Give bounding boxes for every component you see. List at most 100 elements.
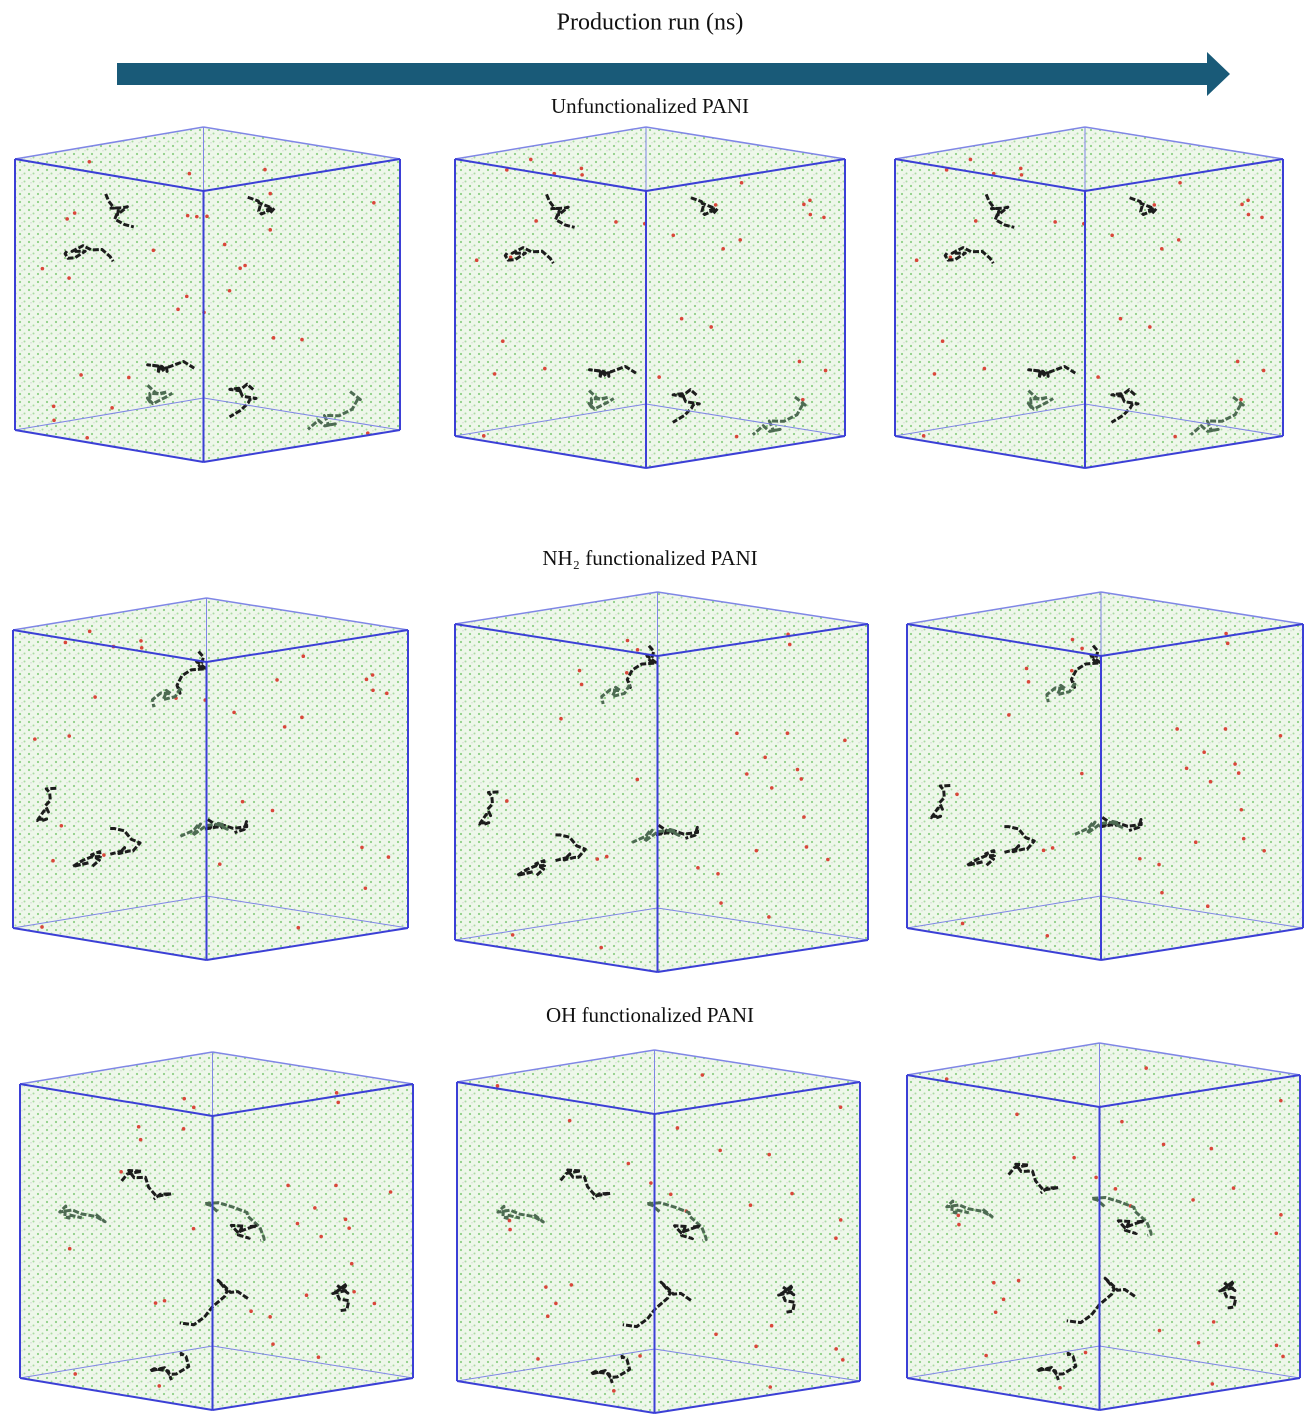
- ion: [1160, 891, 1164, 895]
- ion: [839, 1105, 843, 1109]
- ion: [657, 375, 661, 379]
- ion: [1197, 1341, 1201, 1345]
- ion: [580, 683, 584, 687]
- ion: [176, 308, 180, 312]
- ion: [1162, 1143, 1166, 1147]
- ion: [137, 1125, 141, 1129]
- simulation-box: [455, 127, 845, 468]
- solvent: [895, 127, 1283, 468]
- ion: [626, 639, 630, 643]
- ion: [271, 1342, 275, 1346]
- ion: [696, 866, 700, 870]
- ion: [127, 376, 131, 380]
- ion: [275, 678, 279, 682]
- ion: [272, 336, 276, 340]
- ion: [65, 217, 69, 221]
- ion: [714, 203, 718, 207]
- ion: [52, 404, 56, 408]
- ion: [716, 872, 720, 876]
- ion: [1262, 849, 1266, 853]
- ion: [249, 1309, 253, 1313]
- ion: [1053, 220, 1057, 224]
- ion: [511, 933, 515, 937]
- ion: [767, 1153, 771, 1157]
- ion: [501, 339, 505, 343]
- ion: [387, 855, 391, 859]
- row-label: OH functionalized PANI: [546, 1003, 754, 1027]
- ion: [755, 849, 759, 853]
- ion: [1017, 1279, 1021, 1283]
- ion: [1237, 771, 1241, 775]
- ion: [799, 777, 803, 781]
- ion: [364, 886, 368, 890]
- ion: [1138, 857, 1142, 861]
- ion: [1206, 904, 1210, 908]
- ion: [300, 716, 304, 720]
- ion: [317, 1355, 321, 1359]
- ion: [283, 725, 287, 729]
- ion: [1173, 435, 1177, 439]
- ion: [721, 247, 725, 251]
- ion: [152, 248, 156, 252]
- ion: [1096, 375, 1100, 379]
- ion: [139, 1138, 143, 1142]
- ion: [1177, 238, 1181, 242]
- ion: [373, 1302, 377, 1306]
- ion: [1233, 762, 1237, 766]
- ion: [296, 926, 300, 930]
- ion: [352, 1290, 356, 1294]
- ion: [612, 1389, 616, 1393]
- ion: [1051, 846, 1055, 850]
- ion: [824, 369, 828, 373]
- ion: [1080, 647, 1084, 651]
- row-label: Unfunctionalized PANI: [551, 94, 749, 118]
- ion: [559, 717, 563, 721]
- ion: [1072, 1156, 1076, 1160]
- ion: [957, 1223, 961, 1227]
- ion: [67, 276, 71, 280]
- ion: [983, 367, 987, 371]
- time-arrow: [117, 52, 1230, 96]
- ion: [834, 1236, 838, 1240]
- simulation-box: [455, 592, 868, 972]
- ion: [1281, 1355, 1285, 1359]
- ion: [714, 1332, 718, 1336]
- ion: [718, 1149, 722, 1153]
- ion: [680, 317, 684, 321]
- ion: [1274, 1231, 1278, 1235]
- ion: [1027, 680, 1031, 684]
- ion: [268, 228, 272, 232]
- ion: [268, 192, 272, 196]
- ion: [496, 1084, 500, 1088]
- ion: [1120, 1120, 1124, 1124]
- ion: [770, 1324, 774, 1328]
- row-label: NH₂ functionalized PANI: [542, 546, 757, 570]
- solvent: [455, 127, 845, 468]
- ion: [372, 201, 376, 205]
- simulation-box: [15, 127, 400, 462]
- ion: [788, 643, 792, 647]
- ion: [754, 1345, 758, 1349]
- ion: [808, 198, 812, 202]
- ion: [544, 1285, 548, 1289]
- ion: [735, 435, 739, 439]
- ion: [984, 1354, 988, 1358]
- ion: [205, 215, 209, 219]
- ion: [508, 1228, 512, 1232]
- ion: [843, 738, 847, 742]
- ion: [922, 434, 926, 438]
- ion: [1242, 837, 1246, 841]
- ion: [223, 243, 227, 247]
- ion: [1007, 713, 1011, 717]
- ion: [570, 1283, 574, 1287]
- solvent: [907, 1043, 1300, 1410]
- ion: [580, 167, 584, 171]
- ion: [1148, 325, 1152, 329]
- ion: [241, 800, 245, 804]
- ion: [1175, 727, 1179, 731]
- ion: [192, 1106, 196, 1110]
- ion: [186, 214, 190, 218]
- ion: [1275, 1344, 1279, 1348]
- ion: [85, 436, 89, 440]
- ion: [1094, 1176, 1098, 1180]
